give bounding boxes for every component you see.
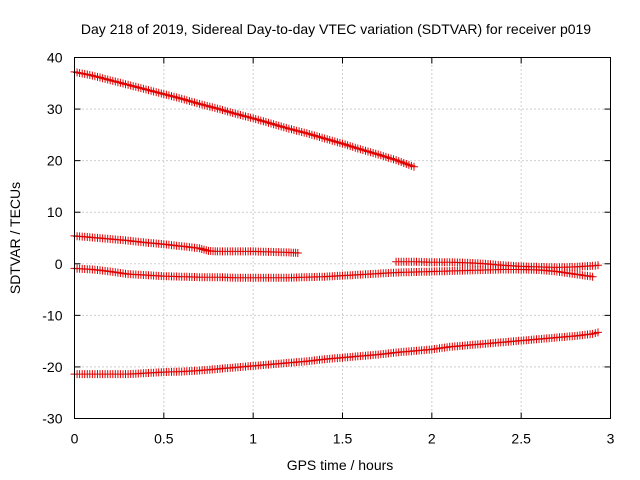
satellite-trace-3 xyxy=(70,264,597,282)
y-tick-label: -30 xyxy=(42,411,62,427)
grid-lines xyxy=(74,57,611,419)
x-tick-label: 1 xyxy=(249,431,257,447)
satellite-trace-5-markers xyxy=(70,328,602,379)
y-axis-label: SDTVAR / TECUs xyxy=(7,182,23,294)
satellite-trace-1 xyxy=(70,67,418,171)
x-tick-label: 2.5 xyxy=(511,431,531,447)
data-points xyxy=(70,67,602,379)
y-tick-label: 30 xyxy=(47,101,63,117)
x-tick-label: 2 xyxy=(428,431,436,447)
y-tick-label: 0 xyxy=(55,256,63,272)
y-tick-label: 40 xyxy=(47,50,63,66)
x-axis-ticks: 0 0.5 1 1.5 2 2.5 3 xyxy=(71,57,615,447)
satellite-trace-1-markers xyxy=(70,67,418,171)
satellite-trace-3-markers xyxy=(70,264,597,282)
y-tick-label: -20 xyxy=(42,359,62,375)
chart-title: Day 218 of 2019, Sidereal Day-to-day VTE… xyxy=(81,21,591,37)
x-axis-label: GPS time / hours xyxy=(287,457,394,473)
y-tick-label: 20 xyxy=(47,153,63,169)
satellite-trace-4-markers xyxy=(392,257,602,272)
satellite-trace-2-markers xyxy=(70,231,302,257)
satellite-trace-5 xyxy=(70,328,602,379)
plot-frame xyxy=(74,57,611,419)
x-tick-label: 1.5 xyxy=(333,431,353,447)
x-tick-label: 0 xyxy=(71,431,79,447)
satellite-trace-4 xyxy=(392,257,602,272)
x-tick-label: 0.5 xyxy=(154,431,174,447)
y-tick-label: 10 xyxy=(47,204,63,220)
y-axis-ticks: -30 -20 -10 0 10 20 30 40 xyxy=(42,50,611,427)
x-tick-label: 3 xyxy=(607,431,615,447)
satellite-trace-2 xyxy=(70,231,302,257)
y-tick-label: -10 xyxy=(42,307,62,323)
